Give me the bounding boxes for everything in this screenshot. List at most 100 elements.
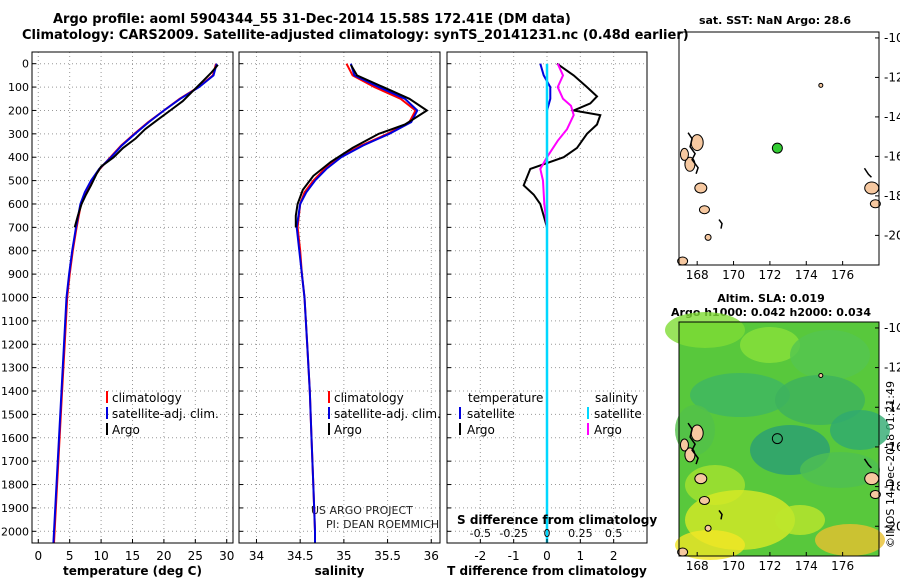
series-argo [294,64,429,228]
y-tick-label: 1800 [1,479,29,492]
island-shape [818,373,824,379]
y-tick-label: 1300 [1,362,29,375]
y-tick-label: 300 [8,128,29,141]
x-tick-label: 25 [188,549,203,563]
island-shape [698,495,710,505]
legend-label: Argo [334,423,362,437]
x2-tick-label: -0.25 [499,527,527,540]
x-tick-label: 1 [577,549,585,563]
series-argo [73,64,219,228]
map-y-tick-label: -20 [884,228,900,242]
x-tick-label: -2 [474,549,486,563]
float-position-marker [771,142,783,154]
title-line2: Climatology: CARS2009. Satellite-adjuste… [22,28,689,43]
x2-tick-label: 0 [544,527,551,540]
legend-label: Argo [112,423,140,437]
series-temperature-satellite [539,63,552,543]
y-tick-label: 1100 [1,315,29,328]
sla-field-patch [690,373,790,417]
x-axis-label: T difference from climatology [447,564,647,578]
x-tick-label: 34.5 [287,549,314,563]
x-tick-label: 30 [219,549,234,563]
map-y-tick-label: -16 [884,440,900,454]
series-climatology [296,63,417,543]
x-tick-label: 20 [156,549,171,563]
y-tick-label: 400 [8,151,29,164]
map-y-tick-label: -10 [884,31,900,45]
y-tick-label: 1500 [1,408,29,421]
island-shape [690,424,704,442]
x2-axis-label: S difference from climatology [457,513,657,527]
y-tick-label: 1000 [1,292,29,305]
y-tick-label: 100 [8,81,29,94]
map-y-tick-label: -18 [884,189,900,203]
x-axis-label: salinity [315,564,365,578]
sla-field-patch [675,530,745,560]
coastline [687,132,699,174]
x-axis-label: temperature (deg C) [63,564,202,578]
y-tick-label: 1900 [1,502,29,515]
y-tick-label: 600 [8,198,29,211]
y-tick-label: 900 [8,268,29,281]
x-tick-label: 2 [610,549,618,563]
credit-pi: PI: DEAN ROEMMICH [326,518,440,531]
island-shape [704,233,712,241]
sla-field-patch [830,410,890,450]
y-tick-label: 500 [8,175,29,188]
map-x-tick-label: 172 [758,559,781,573]
x-tick-label: 36 [424,549,439,563]
x-tick-label: -1 [508,549,520,563]
y-tick-label: 1200 [1,338,29,351]
x-tick-label: 34 [249,549,264,563]
map-x-tick-label: 174 [795,268,818,282]
sla-field-patch [775,505,825,535]
map-x-tick-label: 172 [758,268,781,282]
legend-label: climatology [334,391,404,405]
x-tick-label: 10 [93,549,108,563]
island-shape [679,147,689,161]
y-tick-label: 0 [22,58,29,71]
map-x-tick-label: 176 [831,559,854,573]
legend-label: satellite [467,407,515,421]
island-shape [869,490,881,500]
map-x-tick-label: 168 [686,268,709,282]
x-tick-label: 5 [66,549,74,563]
map-y-tick-label: -20 [884,519,900,533]
map-y-tick-label: -14 [884,110,900,124]
legend-label: climatology [112,391,182,405]
map-y-tick-label: -16 [884,149,900,163]
map-y-tick-label: -14 [884,400,900,414]
island-shape [818,82,824,88]
map-x-tick-label: 170 [722,559,745,573]
sla-map-frame [678,321,880,557]
map-y-tick-label: -12 [884,70,900,84]
x-tick-label: 0 [34,549,42,563]
island-shape [694,182,708,194]
sst-map-title: sat. SST: NaN Argo: 28.6 [699,14,851,27]
x-tick-label: 15 [125,549,140,563]
island-shape [864,181,880,195]
island-shape [869,199,881,209]
sst-map-frame [678,31,880,266]
coastline [718,219,723,229]
map-y-tick-label: -18 [884,480,900,494]
sla-field-patch [775,375,865,425]
island-shape [679,438,689,452]
island-shape [694,473,708,485]
y-tick-label: 1700 [1,455,29,468]
map-y-tick-label: -12 [884,361,900,375]
sla-field-patch [665,312,745,348]
title-line1: Argo profile: aoml 5904344_55 31-Dec-201… [53,12,571,27]
legend-label: satellite-adj. clim. [334,407,441,421]
sla-field-patch [740,327,800,363]
legend-title: temperature [468,391,543,405]
float-position-marker [771,433,783,445]
map-x-tick-label: 168 [686,559,709,573]
series-climatology [53,63,217,544]
coastline [718,509,723,520]
x-tick-label: 35.5 [374,549,401,563]
map-x-tick-label: 170 [722,268,745,282]
x2-tick-label: 0.5 [605,527,623,540]
legend-label: satellite-adj. clim. [112,407,219,421]
